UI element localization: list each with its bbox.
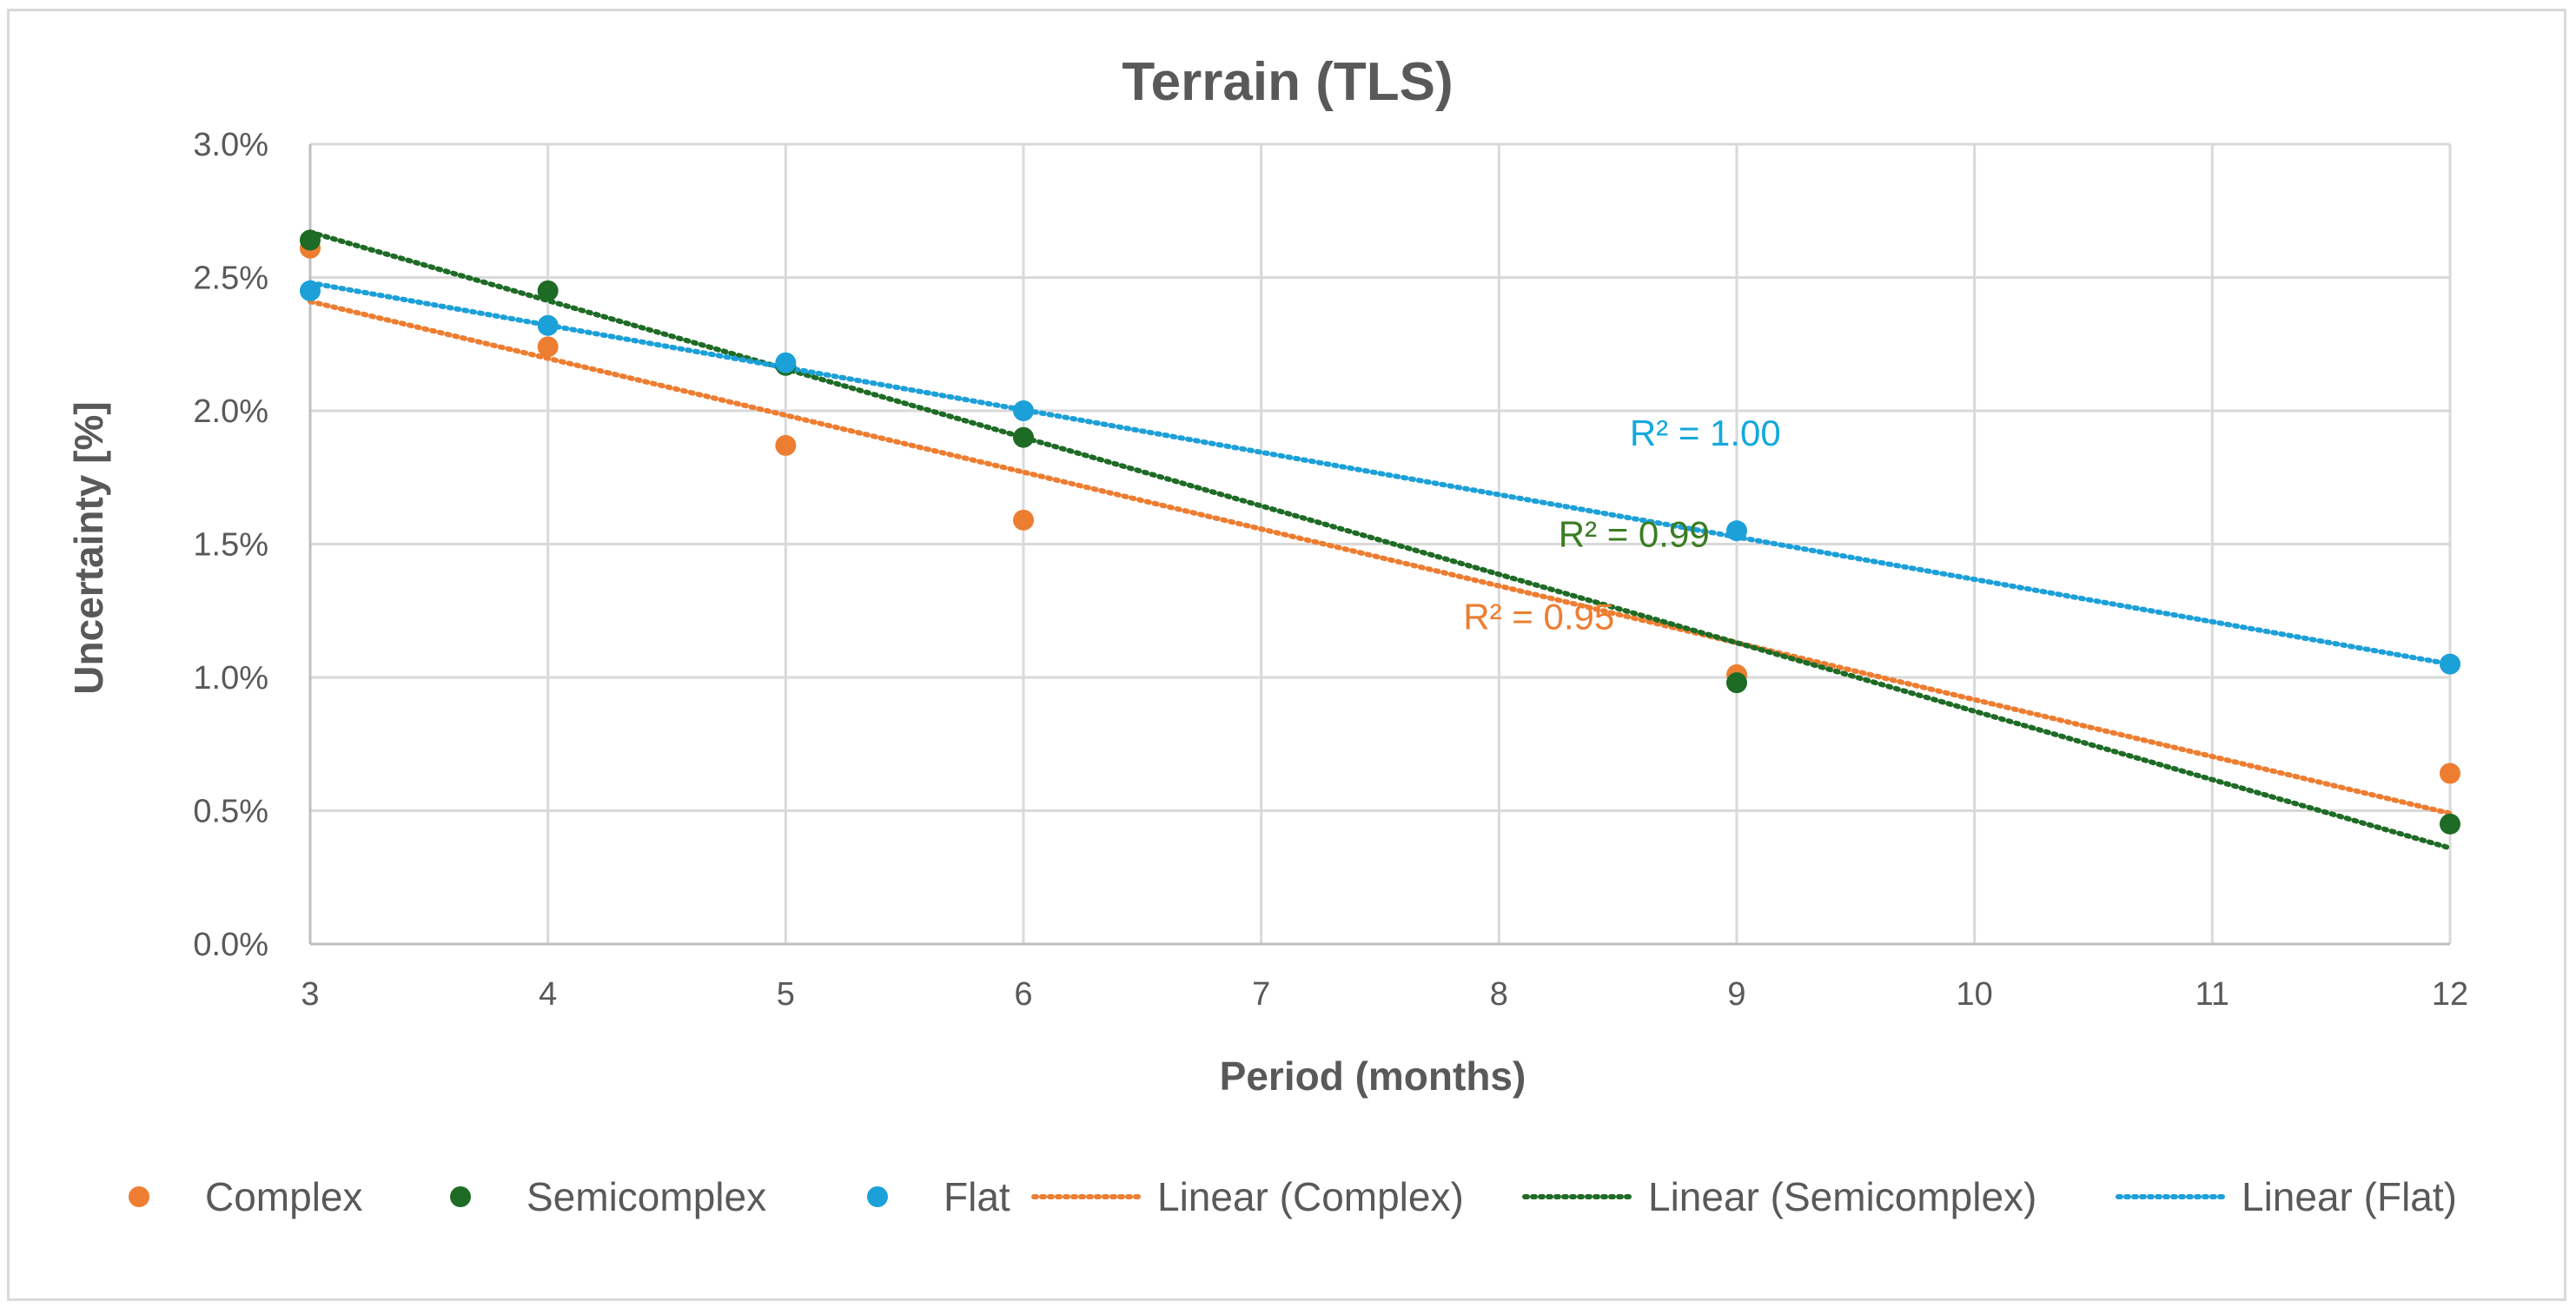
legend-label-complex: Complex <box>205 1174 363 1219</box>
x-tick-label: 4 <box>539 976 557 1013</box>
x-tick-label: 7 <box>1252 976 1270 1013</box>
legend-label-trendline-flat: Linear (Flat) <box>2242 1174 2457 1219</box>
grid-lines <box>310 142 2452 944</box>
legend-marker-semicomplex <box>450 1186 471 1207</box>
y-tick-label: 1.5% <box>193 527 268 564</box>
trendline-flat <box>308 280 2453 667</box>
data-point-complex <box>537 336 559 358</box>
data-point-flat <box>2440 653 2460 675</box>
trendline-complex <box>308 299 2453 816</box>
data-point-flat <box>1726 520 1747 542</box>
y-tick-label: 2.5% <box>193 261 268 297</box>
data-point-semicomplex <box>537 280 559 301</box>
x-axis-title: Period (months) <box>1220 1053 1526 1099</box>
chart-title: Terrain (TLS) <box>1122 52 1453 112</box>
legend-marker-flat <box>867 1186 888 1207</box>
data-point-flat <box>537 314 559 336</box>
x-tick-label: 6 <box>1014 976 1032 1013</box>
x-tick-label: 8 <box>1490 976 1508 1013</box>
data-point-flat <box>300 280 321 301</box>
y-tick-label: 1.0% <box>193 660 268 697</box>
data-point-flat <box>775 352 797 373</box>
trendlines <box>308 229 2453 851</box>
data-point-complex <box>2440 763 2460 784</box>
r-squared-labels: R² = 0.95 R² = 0.99 R² = 1.00 <box>1463 413 1781 637</box>
axes: 0.0% 0.5% 1.0% 1.5% 2.0% 2.5% 3.0% 3 4 5 6 7 8 9 10 11 1… <box>193 127 2468 1013</box>
x-tick-label: 12 <box>2432 976 2468 1013</box>
legend-label-semicomplex: Semicomplex <box>526 1174 766 1219</box>
data-point-complex <box>1013 509 1034 531</box>
data-points <box>300 229 2460 835</box>
y-tick-label: 2.0% <box>193 393 268 430</box>
r-squared-label-flat: R² = 1.00 <box>1630 413 1781 453</box>
y-tick-label: 0.5% <box>193 794 268 830</box>
data-point-semicomplex <box>1726 672 1747 694</box>
x-tick-label: 10 <box>1957 976 1993 1013</box>
legend-marker-complex <box>129 1186 149 1207</box>
x-tick-label: 5 <box>777 976 795 1013</box>
legend-label-flat: Flat <box>944 1174 1010 1219</box>
legend: Complex Semicomplex Flat Linear (Complex) Li… <box>129 1174 2457 1219</box>
r-squared-label-semicomplex: R² = 0.99 <box>1559 514 1710 555</box>
data-point-semicomplex <box>300 229 321 251</box>
legend-label-trendline-semicomplex: Linear (Semicomplex) <box>1648 1174 2036 1219</box>
legend-label-trendline-complex: Linear (Complex) <box>1157 1174 1464 1219</box>
y-tick-label: 0.0% <box>193 927 268 963</box>
data-point-semicomplex <box>1013 426 1034 448</box>
x-tick-label: 9 <box>1727 976 1745 1013</box>
trendline-semicomplex <box>308 229 2453 851</box>
data-point-complex <box>775 434 797 456</box>
x-tick-label: 3 <box>301 976 319 1013</box>
chart-frame <box>7 9 2566 1301</box>
y-tick-label: 3.0% <box>193 127 268 163</box>
r-squared-label-complex: R² = 0.95 <box>1463 597 1614 637</box>
y-axis-title: Uncertainty [%] <box>66 401 111 694</box>
x-tick-label: 11 <box>2195 976 2229 1013</box>
data-point-flat <box>1013 400 1034 421</box>
data-point-semicomplex <box>2440 813 2460 835</box>
